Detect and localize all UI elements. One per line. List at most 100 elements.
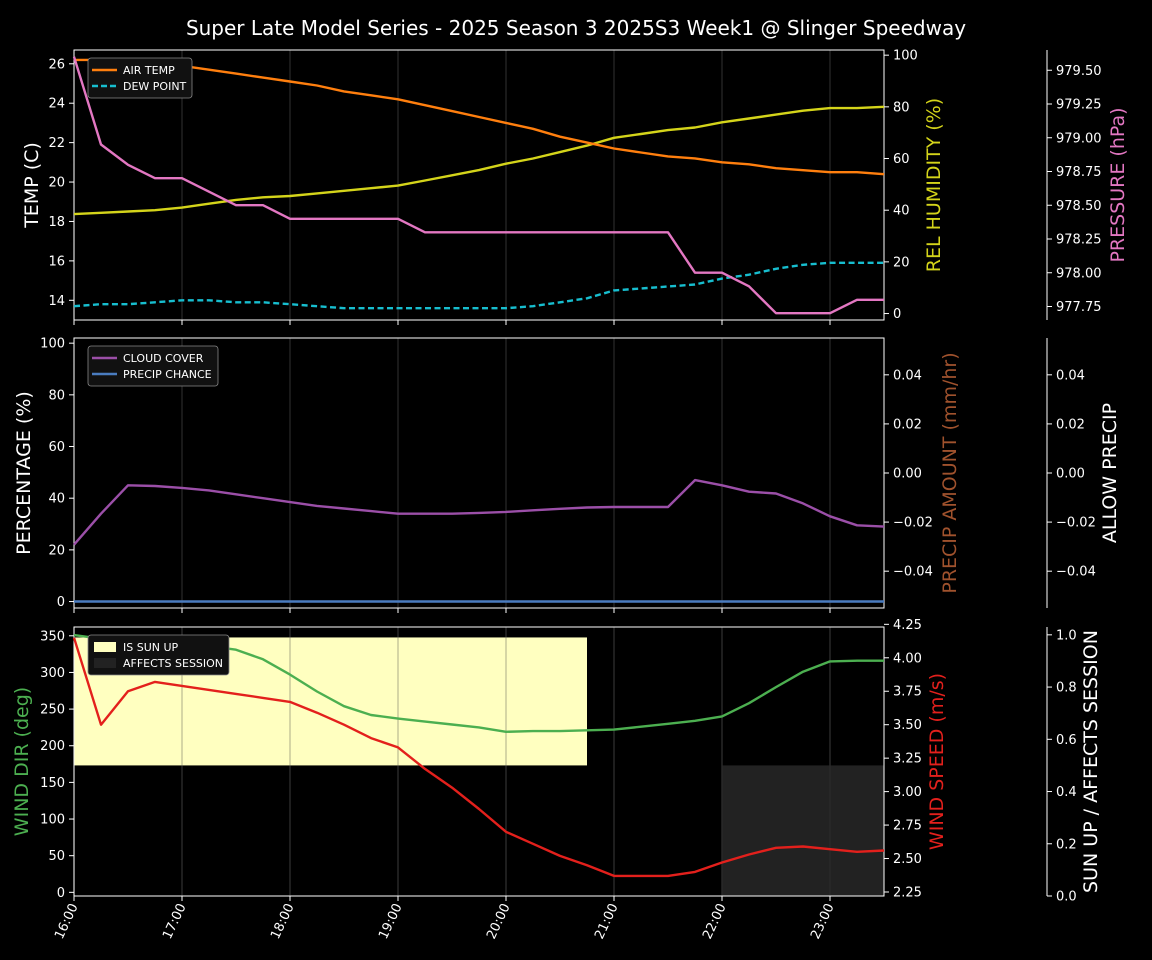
precip-amount-axis: −0.04 −0.02 0.00 0.02 0.04: [884, 368, 933, 580]
legend-frame: [87, 57, 193, 99]
legend-frame: [87, 634, 230, 676]
tick-label: 979.50: [1056, 64, 1102, 79]
tick-label: −0.02: [1056, 516, 1096, 531]
legend-label: CLOUD COVER: [123, 352, 204, 365]
sun-up-axis-label: SUN UP / AFFECTS SESSION: [1080, 630, 1102, 893]
tick-label: 2.75: [893, 819, 922, 834]
tick-label: 200: [40, 739, 65, 754]
tick-label: 3.00: [893, 785, 922, 800]
humidity-line: [73, 105, 885, 216]
tick-label: 0: [893, 307, 901, 322]
legend-label: IS SUN UP: [123, 641, 179, 654]
tick-label: 100: [40, 337, 65, 352]
tick-label: 50: [48, 849, 65, 864]
temp-axis: 14 16 18 20 22 24 26: [48, 57, 74, 309]
legend-label: AIR TEMP: [123, 64, 175, 77]
tick-label: 40: [48, 492, 65, 507]
tick-label: 80: [893, 100, 910, 115]
tick-label: 977.75: [1056, 300, 1102, 315]
legend-label: AFFECTS SESSION: [123, 657, 223, 670]
cloud-cover-line: [73, 478, 885, 546]
tick-label: 20: [48, 176, 65, 191]
tick-label: 4.00: [893, 651, 922, 666]
tick-label: 100: [893, 49, 918, 64]
allow-precip-axis: −0.04 −0.02 0.00 0.02 0.04: [1047, 368, 1096, 580]
air-temp-line: [74, 58, 885, 176]
legend-label: PRECIP CHANCE: [123, 368, 212, 381]
precip-amount-axis-label: PRECIP AMOUNT (mm/hr): [939, 352, 961, 593]
tick-label: 0.8: [1056, 681, 1077, 696]
legend: CLOUD COVER PRECIP CHANCE: [87, 345, 219, 387]
wind-speed-line: [72, 637, 885, 878]
wind-speed-axis: 2.25 2.50 2.75 3.00 3.25 3.50 3.75 4.00 4.25: [884, 618, 922, 900]
legend: AIR TEMP DEW POINT: [87, 57, 193, 99]
tick-label: 0.02: [893, 417, 922, 432]
tick-label: 0.00: [893, 467, 922, 482]
wind-speed-axis-label: WIND SPEED (m/s): [926, 673, 948, 850]
tick-label: 0.6: [1056, 733, 1077, 748]
tick-label: 40: [893, 204, 910, 219]
tick-label: 20: [893, 255, 910, 270]
humidity-axis-label: REL HUMIDITY (%): [923, 98, 945, 272]
tick-label: 150: [40, 776, 65, 791]
tick-label: 979.25: [1056, 98, 1102, 113]
tick-label: 3.25: [893, 752, 922, 767]
legend-label: DEW POINT: [123, 80, 187, 93]
tick-label: 978.50: [1056, 199, 1102, 214]
pressure-axis: 977.75 978.00 978.25 978.50 978.75 979.00 979.…: [1047, 64, 1102, 315]
legend-swatch: [94, 642, 116, 652]
sun-up-axis: 0.0 0.2 0.4 0.6 0.8 1.0: [1047, 628, 1077, 905]
tick-label: 0.04: [1056, 368, 1085, 383]
affects-session-band: [722, 765, 884, 896]
plot-frame: [73, 49, 885, 321]
tick-label: 18: [48, 215, 65, 230]
pressure-line: [72, 56, 884, 315]
legend-frame: [87, 345, 219, 387]
tick-label: 60: [893, 152, 910, 167]
tick-label: 3.50: [893, 718, 922, 733]
tick-label: 20: [48, 543, 65, 558]
tick-label: 978.00: [1056, 266, 1102, 281]
tick-label: 979.00: [1056, 131, 1102, 146]
tick-label: 16: [48, 254, 65, 269]
tick-label: 80: [48, 388, 65, 403]
wind-dir-axis: 0 50 100 150 200 250 300 350: [40, 629, 74, 901]
tick-label: 0.00: [1056, 467, 1085, 482]
legend: IS SUN UP AFFECTS SESSION: [87, 634, 230, 676]
dew-point-line: [73, 261, 884, 310]
percentage-axis-label: PERCENTAGE (%): [13, 391, 35, 555]
tick-label: 4.25: [893, 618, 922, 633]
tick-label: 100: [40, 813, 65, 828]
tick-label: 300: [40, 666, 65, 681]
wind-dir-axis-label: WIND DIR (deg): [11, 687, 33, 836]
pressure-axis-label: PRESSURE (hPa): [1107, 107, 1129, 262]
plot-frame: [73, 626, 885, 897]
tick-label: 0.2: [1056, 837, 1077, 852]
tick-label: 0.0: [1056, 890, 1077, 905]
tick-label: 978.75: [1056, 165, 1102, 180]
tick-label: −0.02: [893, 516, 933, 531]
tick-label: −0.04: [1056, 565, 1096, 580]
tick-label: 0.02: [1056, 417, 1085, 432]
tick-label: 2.25: [893, 885, 922, 900]
legend-swatch: [94, 658, 116, 668]
tick-label: 24: [48, 97, 65, 112]
tick-label: 3.75: [893, 685, 922, 700]
tick-label: 22: [48, 136, 65, 151]
tick-label: −0.04: [893, 565, 933, 580]
tick-label: 0.4: [1056, 785, 1077, 800]
tick-label: 250: [40, 703, 65, 718]
tick-label: 26: [48, 57, 65, 72]
tick-label: 0: [57, 886, 65, 901]
tick-label: 0.04: [893, 368, 922, 383]
temp-axis-label: TEMP (C): [21, 142, 43, 229]
tick-label: 0: [57, 595, 65, 610]
percentage-axis: 0 20 40 60 80 100: [40, 337, 74, 610]
humidity-axis: 0 20 40 60 80 100: [884, 49, 918, 322]
tick-label: 978.25: [1056, 233, 1102, 248]
allow-precip-axis-label: ALLOW PRECIP: [1099, 403, 1121, 543]
tick-label: 1.0: [1056, 628, 1077, 643]
tick-label: 60: [48, 440, 65, 455]
tick-label: 350: [40, 629, 65, 644]
